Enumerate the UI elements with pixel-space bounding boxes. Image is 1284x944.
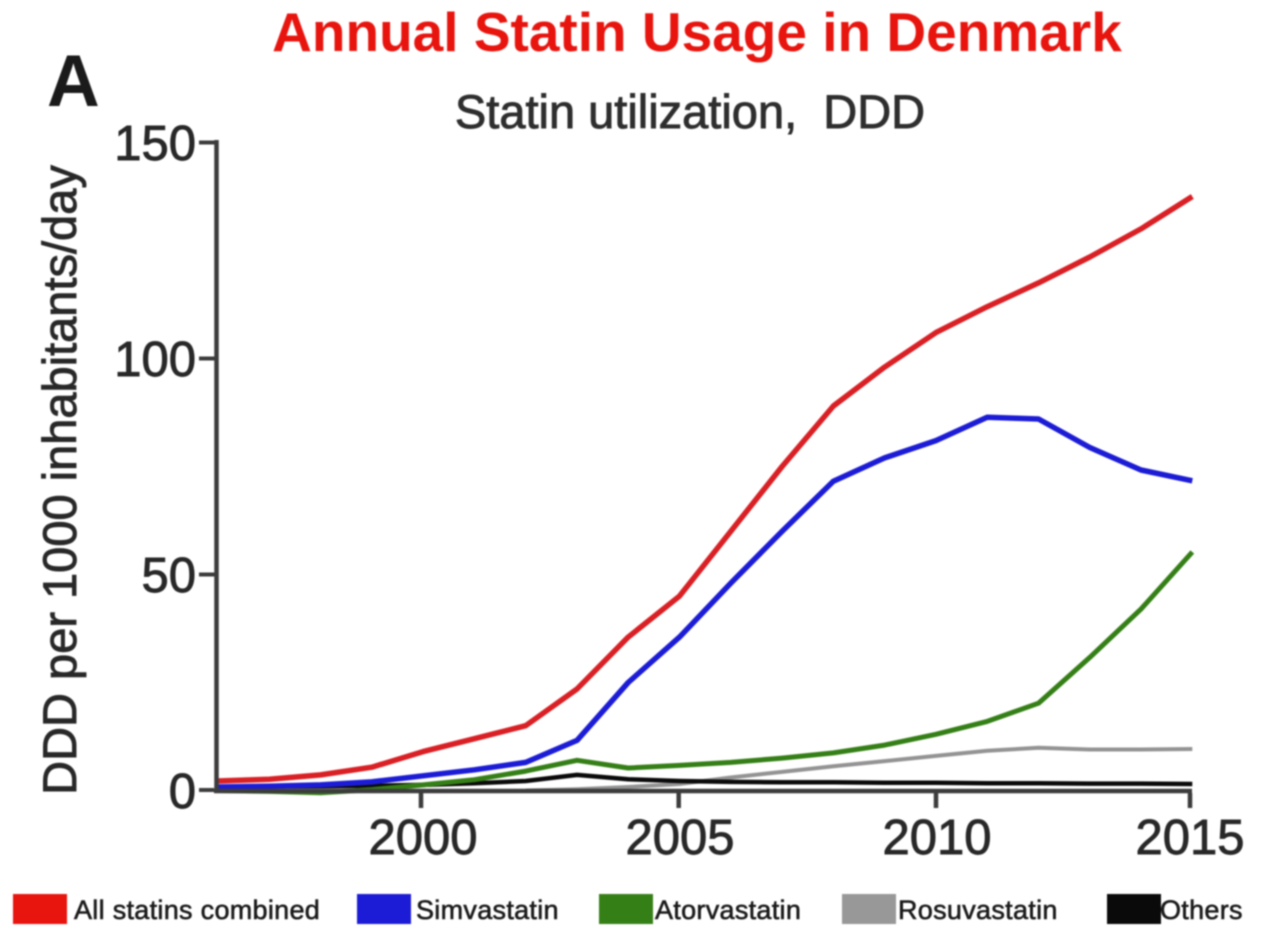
svg-text:All statins combined: All statins combined	[74, 895, 320, 925]
svg-text:DDD per 1000 inhabitants/day: DDD per 1000 inhabitants/day	[33, 165, 86, 795]
svg-text:50: 50	[141, 549, 196, 603]
svg-text:2010: 2010	[882, 811, 991, 865]
svg-text:Simvastatin: Simvastatin	[416, 895, 559, 925]
svg-text:Others: Others	[1160, 895, 1243, 925]
svg-text:A: A	[47, 41, 100, 122]
svg-text:Rosuvastatin: Rosuvastatin	[898, 895, 1058, 925]
svg-text:Annual Statin Usage in Denmark: Annual Statin Usage in Denmark	[272, 1, 1122, 63]
svg-text:2005: 2005	[625, 811, 734, 865]
svg-text:0: 0	[169, 765, 196, 819]
svg-text:2015: 2015	[1135, 811, 1244, 865]
svg-text:Statin utilization, DDD: Statin utilization, DDD	[455, 85, 925, 138]
svg-text:2000: 2000	[368, 811, 477, 865]
svg-text:150: 150	[114, 117, 196, 171]
svg-text:100: 100	[114, 333, 196, 387]
svg-text:Atorvastatin: Atorvastatin	[655, 895, 801, 925]
